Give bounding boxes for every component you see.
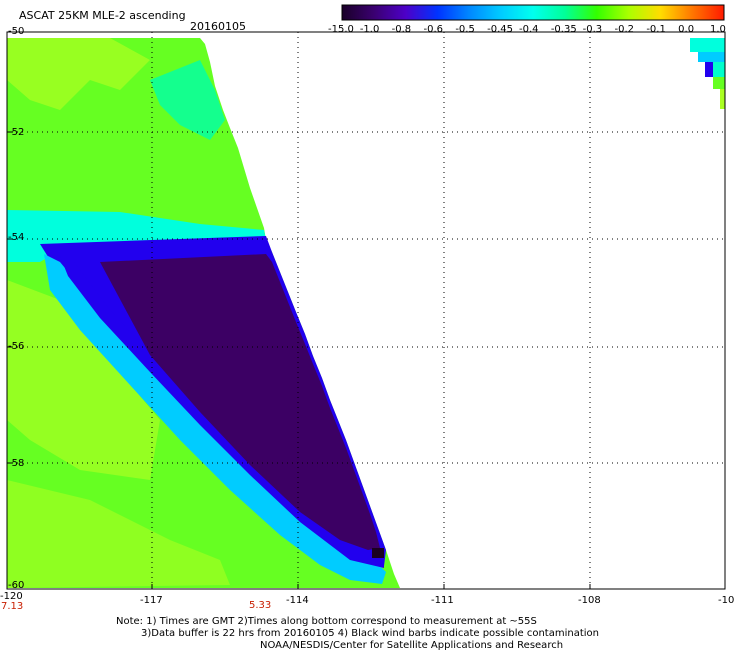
colorbar-tick-label: 1.0	[710, 24, 726, 35]
lat-label: -54	[8, 232, 25, 243]
colorbar-tick-label: -0.2	[614, 24, 635, 35]
lat-label: -56	[8, 341, 25, 352]
swath-lime-patch	[7, 38, 150, 110]
lon-label: -10	[718, 595, 735, 606]
swath-lime-patch	[7, 480, 230, 588]
swath-aqua-patch	[150, 60, 225, 140]
lat-label: -52	[8, 127, 25, 138]
lon-label: -114	[286, 595, 309, 606]
lon-label: -108	[578, 595, 601, 606]
colorbar-tick-label: -0.3	[582, 24, 603, 35]
footer-note-line1: Note: 1) Times are GMT 2)Times along bot…	[116, 616, 537, 627]
lat-label: -50	[8, 26, 25, 37]
colorbar-tick-label: 0.0	[678, 24, 695, 35]
lat-label: -60	[8, 580, 25, 591]
footer-note-line2: 3)Data buffer is 22 hrs from 20160105 4)…	[141, 628, 599, 639]
colorbar-tick-label: -0.6	[423, 24, 444, 35]
lon-label: -117	[140, 595, 163, 606]
lat-label: -58	[8, 458, 25, 469]
colorbar-tick-label: -0.45	[487, 24, 514, 35]
colorbar-tick-label: -0.5	[455, 24, 475, 35]
lon-label: -111	[431, 595, 454, 606]
map-plot	[7, 38, 725, 588]
lon-label: -120	[0, 591, 23, 602]
product-date: 20160105	[190, 20, 246, 33]
colorbar	[341, 4, 725, 21]
colorbar-tick-label: -1.0	[359, 24, 380, 35]
colorbar-tick-label: -0.35	[550, 24, 577, 35]
product-title: ASCAT 25KM MLE-2 ascending	[19, 9, 186, 22]
time-label: 7.13	[1, 601, 24, 612]
colorbar-tick-label: -15.0	[328, 24, 354, 35]
colorbar-tick-label: -0.4	[519, 24, 539, 35]
colorbar-gradient	[341, 4, 725, 21]
swath-cyan-band	[7, 210, 266, 262]
time-label: 5.33	[249, 600, 272, 611]
swath-blue-streak	[60, 256, 384, 568]
swath-black-pixel	[372, 548, 384, 558]
corner-swath	[690, 38, 725, 109]
colorbar-tick-label: -0.8	[391, 24, 412, 35]
swath-lime-patch	[7, 280, 160, 480]
colorbar-tick-label: -0.1	[646, 24, 666, 35]
footer-credit: NOAA/NESDIS/Center for Satellite Applica…	[260, 640, 564, 651]
swath-dark-core	[100, 254, 380, 550]
map-frame	[6, 31, 726, 590]
